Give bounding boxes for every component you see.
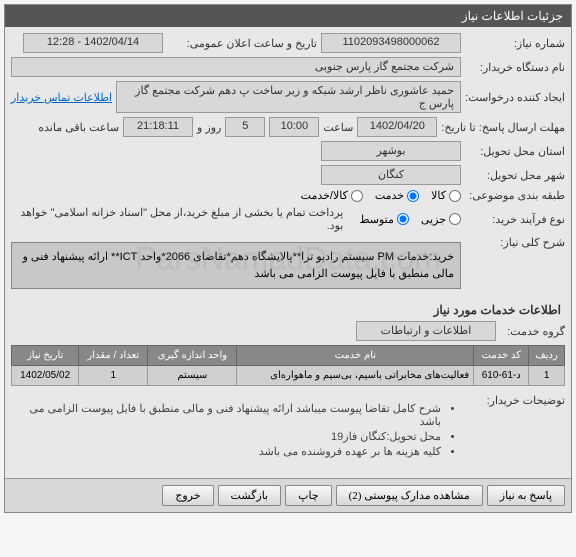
panel-title: جزئیات اطلاعات نیاز [5,5,571,27]
radio-kala-khadmat-label: کالا/خدمت [301,189,348,202]
radio-khadmat-label: خدمت [375,189,404,202]
deadline-label: مهلت ارسال پاسخ: تا تاریخ: [441,121,565,134]
requester-field: حمید عاشوری ناظر ارشد شبکه و زیر ساخت پ … [116,81,461,113]
contact-info-link[interactable]: اطلاعات تماس خریدار [11,91,112,104]
td-row: 1 [529,366,565,386]
attachments-button[interactable]: مشاهده مدارک پیوستی (2) [336,485,483,506]
city-field: کنگان [321,165,461,185]
back-button[interactable]: بازگشت [218,485,282,506]
radio-jozi[interactable]: جزیی [421,213,461,226]
respond-button[interactable]: پاسخ به نیاز [487,485,565,506]
day-label: روز و [197,121,221,134]
td-code: د-61-610 [474,366,529,386]
th-name: نام خدمت [237,346,474,366]
need-number-field: 1102093498000062 [321,33,461,53]
service-group-label: گروه خدمت: [500,325,565,338]
radio-jozi-input[interactable] [449,213,461,225]
buyer-notes-list: شرح کامل تقاضا پیوست میباشد ارائه پیشنها… [15,402,457,460]
service-group-field: اطلاعات و ارتباطات [356,321,496,341]
table-header-row: ردیف کد خدمت نام خدمت واحد اندازه گیری ت… [12,346,565,366]
radio-motevaset-input[interactable] [397,213,409,225]
note-item: کلیه هزینه ها بر عهده فروشنده می باشد [15,445,441,458]
deadline-time-field: 10:00 [269,117,319,137]
main-desc-box: خرید:خدمات PM سیستم رادیو ترا**پالایشگاه… [11,242,461,289]
note-item: محل تحویل:کنگان فاز19 [15,430,441,443]
radio-kala[interactable]: کالا [431,189,461,202]
time-label: ساعت [323,121,353,134]
th-qty: تعداد / مقدار [79,346,148,366]
radio-motevaset-label: متوسط [359,213,394,226]
remaining-label: ساعت باقی مانده [38,121,119,134]
buyer-name-field: شرکت مجتمع گاز پارس جنوبی [11,57,461,77]
radio-khadmat[interactable]: خدمت [375,189,419,202]
city-label: شهر محل تحویل: [465,169,565,182]
remaining-time-field: 21:18:11 [123,117,193,137]
requester-label: ایجاد کننده درخواست: [465,91,565,104]
days-field: 5 [225,117,265,137]
th-unit: واحد اندازه گیری [148,346,237,366]
exit-button[interactable]: خروج [162,485,213,506]
buyer-name-label: نام دستگاه خریدار: [465,61,565,74]
announce-date-label: تاریخ و ساعت اعلان عمومی: [167,37,317,50]
main-desc-label: شرح کلی نیاز: [465,236,565,249]
need-number-label: شماره نیاز: [465,37,565,50]
main-panel: جزئیات اطلاعات نیاز شماره نیاز: 11020934… [4,4,572,513]
buyer-notes-label: توضیحات خریدار: [465,394,565,407]
services-table: ردیف کد خدمت نام خدمت واحد اندازه گیری ت… [11,345,565,386]
radio-motevaset[interactable]: متوسط [359,213,409,226]
radio-kala-khadmat[interactable]: کالا/خدمت [301,189,363,202]
th-code: کد خدمت [474,346,529,366]
process-type-label: نوع فرآیند خرید: [465,213,565,226]
td-date: 1402/05/02 [12,366,79,386]
th-row: ردیف [529,346,565,366]
button-bar: پاسخ به نیاز مشاهده مدارک پیوستی (2) چاپ… [5,478,571,512]
td-qty: 1 [79,366,148,386]
print-button[interactable]: چاپ [285,485,332,506]
radio-khadmat-input[interactable] [407,190,419,202]
table-row[interactable]: 1 د-61-610 فعالیت‌های مخابراتی باسیم، بی… [12,366,565,386]
announce-date-field: 1402/04/14 - 12:28 [23,33,163,53]
radio-jozi-label: جزیی [421,213,446,226]
th-date: تاریخ نیاز [12,346,79,366]
deadline-date-field: 1402/04/20 [357,117,437,137]
td-unit: سیستم [148,366,237,386]
services-section-title: اطلاعات خدمات مورد نیاز [15,303,561,317]
province-field: بوشهر [321,141,461,161]
td-name: فعالیت‌های مخابراتی باسیم، بی‌سیم و ماهو… [237,366,474,386]
note-item: شرح کامل تقاضا پیوست میباشد ارائه پیشنها… [15,402,441,428]
category-label: طبقه بندی موضوعی: [465,189,565,202]
radio-kala-khadmat-input[interactable] [351,190,363,202]
process-note: پرداخت تمام یا بخشی از مبلغ خرید،از محل … [11,206,343,232]
radio-kala-input[interactable] [449,190,461,202]
radio-kala-label: کالا [431,189,446,202]
province-label: استان محل تحویل: [465,145,565,158]
